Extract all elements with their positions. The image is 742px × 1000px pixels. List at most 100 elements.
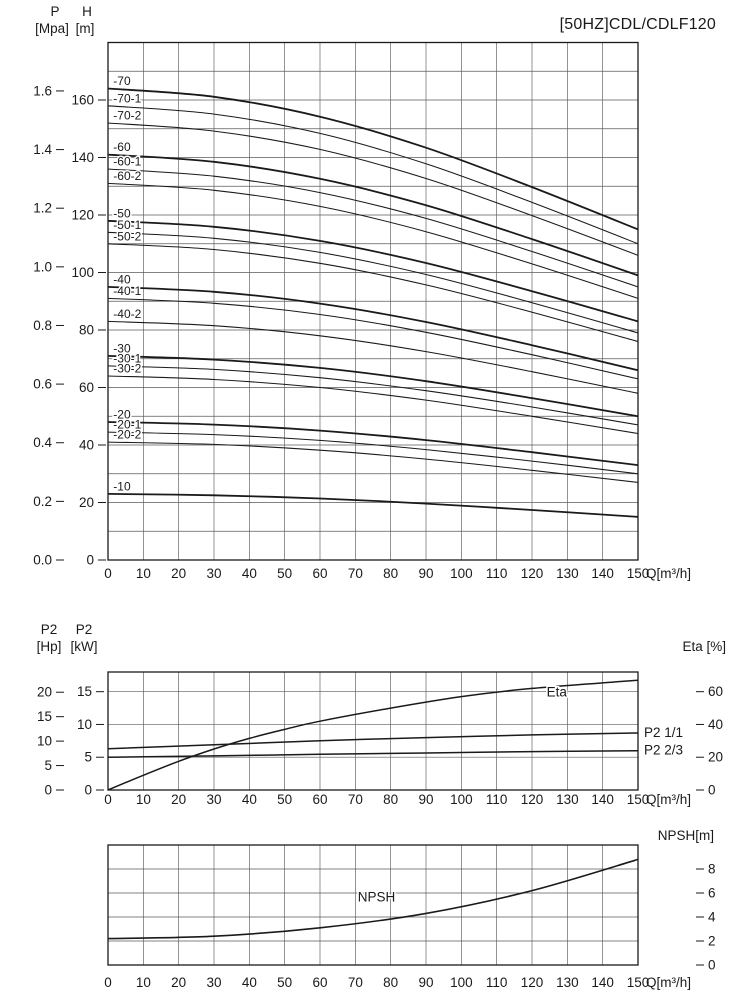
curve-label-40-1: -40-1 bbox=[113, 284, 141, 298]
x-tick-label: 40 bbox=[242, 792, 257, 807]
curve-50 bbox=[107, 219, 639, 323]
curve-label-P2-2-3: P2 2/3 bbox=[644, 743, 683, 758]
pressure-tick-label: 0.0 bbox=[33, 553, 52, 568]
kw-tick-label: 15 bbox=[77, 684, 92, 699]
curve-40 bbox=[107, 286, 639, 372]
curve-label-40: -40 bbox=[113, 272, 131, 286]
kw-tick-label: 5 bbox=[84, 750, 92, 765]
curve-30 bbox=[107, 355, 639, 418]
curve-label-P2-1-1: P2 1/1 bbox=[644, 725, 683, 740]
x-tick-label: 10 bbox=[136, 792, 151, 807]
x-tick-label: 150 bbox=[627, 792, 650, 807]
head-tick-label: 40 bbox=[79, 438, 94, 453]
curve-label-30-1: -30-1 bbox=[113, 351, 141, 365]
curve-label-50-1: -50-1 bbox=[113, 218, 141, 232]
x-tick-label: 100 bbox=[450, 792, 473, 807]
x-tick-label: 100 bbox=[450, 975, 473, 990]
curve-label-60-2: -60-2 bbox=[113, 169, 141, 183]
head-tick-label: 80 bbox=[79, 323, 94, 338]
hp-tick-label: 20 bbox=[37, 685, 52, 700]
x-tick-label: 120 bbox=[521, 792, 544, 807]
pressure-axis-name: P bbox=[50, 4, 59, 19]
x-tick-label: 80 bbox=[383, 975, 398, 990]
x-tick-label: 40 bbox=[242, 975, 257, 990]
curve-label-30-2: -30-2 bbox=[113, 362, 141, 376]
x-axis-label: Q[m³/h] bbox=[646, 792, 691, 807]
head-chart: -70 -70-1 -70-2 -60-60-1-60-2 -50-50-1-50-2 -… bbox=[33, 4, 691, 581]
npsh-axis-label: NPSH[m] bbox=[658, 828, 714, 843]
x-tick-label: 90 bbox=[418, 792, 433, 807]
x-tick-label: 110 bbox=[486, 566, 508, 581]
x-tick-label: 110 bbox=[486, 792, 508, 807]
pressure-tick-label: 0.4 bbox=[33, 435, 52, 450]
curve-label-70-1: -70-1 bbox=[113, 91, 141, 105]
head-axis-name: H bbox=[82, 4, 92, 19]
curve-label-50-2: -50-2 bbox=[113, 229, 141, 243]
curve-30-2 bbox=[107, 375, 639, 435]
x-tick-label: 90 bbox=[418, 975, 433, 990]
x-tick-label: 20 bbox=[171, 792, 186, 807]
x-tick-label: 130 bbox=[556, 975, 579, 990]
pressure-axis-unit: [Mpa] bbox=[35, 21, 69, 36]
curve-50-2 bbox=[107, 243, 639, 343]
head-tick-label: 0 bbox=[86, 553, 94, 568]
plot-border bbox=[107, 671, 639, 791]
curve-label-20-2: -20-2 bbox=[113, 428, 141, 442]
eta-tick-label: 40 bbox=[708, 717, 723, 732]
kw-axis-unit: [kW] bbox=[71, 639, 98, 654]
curve-20 bbox=[107, 421, 639, 466]
curve-10 bbox=[107, 493, 639, 518]
hp-tick-label: 0 bbox=[44, 783, 52, 798]
curve-70-2 bbox=[107, 122, 639, 256]
curve-label-20: -20 bbox=[113, 408, 131, 422]
x-tick-label: 0 bbox=[104, 566, 112, 581]
x-axis-label: Q[m³/h] bbox=[646, 975, 691, 990]
pressure-tick-label: 0.2 bbox=[33, 494, 52, 509]
head-tick-label: 140 bbox=[71, 150, 94, 165]
npsh-tick-label: 4 bbox=[708, 910, 716, 925]
eta-tick-label: 0 bbox=[708, 783, 716, 798]
curve-70 bbox=[107, 87, 639, 231]
x-tick-label: 70 bbox=[348, 566, 363, 581]
x-tick-label: 50 bbox=[277, 792, 292, 807]
x-tick-label: 50 bbox=[277, 566, 292, 581]
head-tick-label: 20 bbox=[79, 495, 94, 510]
curve-label-70-2: -70-2 bbox=[113, 109, 141, 123]
plot-border bbox=[107, 41, 639, 561]
x-tick-label: 130 bbox=[556, 792, 579, 807]
head-tick-label: 160 bbox=[71, 93, 94, 108]
pressure-tick-label: 1.2 bbox=[33, 201, 52, 216]
x-tick-label: 0 bbox=[104, 975, 112, 990]
x-tick-label: 140 bbox=[591, 975, 614, 990]
curve-40-1 bbox=[107, 297, 639, 380]
kw-tick-label: 10 bbox=[77, 717, 92, 732]
curve-label-40-2: -40-2 bbox=[113, 307, 141, 321]
x-tick-label: 100 bbox=[450, 566, 473, 581]
curve-20-1 bbox=[107, 431, 639, 475]
curve-label-60: -60 bbox=[113, 140, 131, 154]
eta-tick-label: 60 bbox=[708, 684, 723, 699]
npsh-chart: NPSH 0 2 4 6 8 NPSH[m] 0 10 20 30 40 50 60 70 80 90 100 11… bbox=[104, 828, 716, 990]
kw-axis-name: P2 bbox=[76, 622, 93, 637]
eta-tick-label: 20 bbox=[708, 750, 723, 765]
head-tick-label: 120 bbox=[71, 208, 94, 223]
x-tick-label: 20 bbox=[171, 566, 186, 581]
x-tick-label: 60 bbox=[312, 566, 327, 581]
x-axis-label: Q[m³/h] bbox=[646, 566, 691, 581]
chart-title: [50HZ]CDL/CDLF120 bbox=[559, 16, 716, 33]
curve-label-10: -10 bbox=[113, 479, 131, 493]
curve-70-1 bbox=[107, 105, 639, 245]
x-tick-label: 130 bbox=[556, 566, 579, 581]
x-tick-label: 80 bbox=[383, 566, 398, 581]
pressure-tick-label: 0.6 bbox=[33, 377, 52, 392]
plot-border bbox=[107, 844, 639, 966]
pressure-tick-label: 0.8 bbox=[33, 318, 52, 333]
hp-tick-label: 10 bbox=[37, 734, 52, 749]
x-tick-label: 70 bbox=[348, 792, 363, 807]
x-tick-label: 20 bbox=[171, 975, 186, 990]
curve-40-2 bbox=[107, 320, 639, 394]
x-tick-label: 10 bbox=[136, 975, 151, 990]
hp-axis-name: P2 bbox=[41, 622, 58, 637]
